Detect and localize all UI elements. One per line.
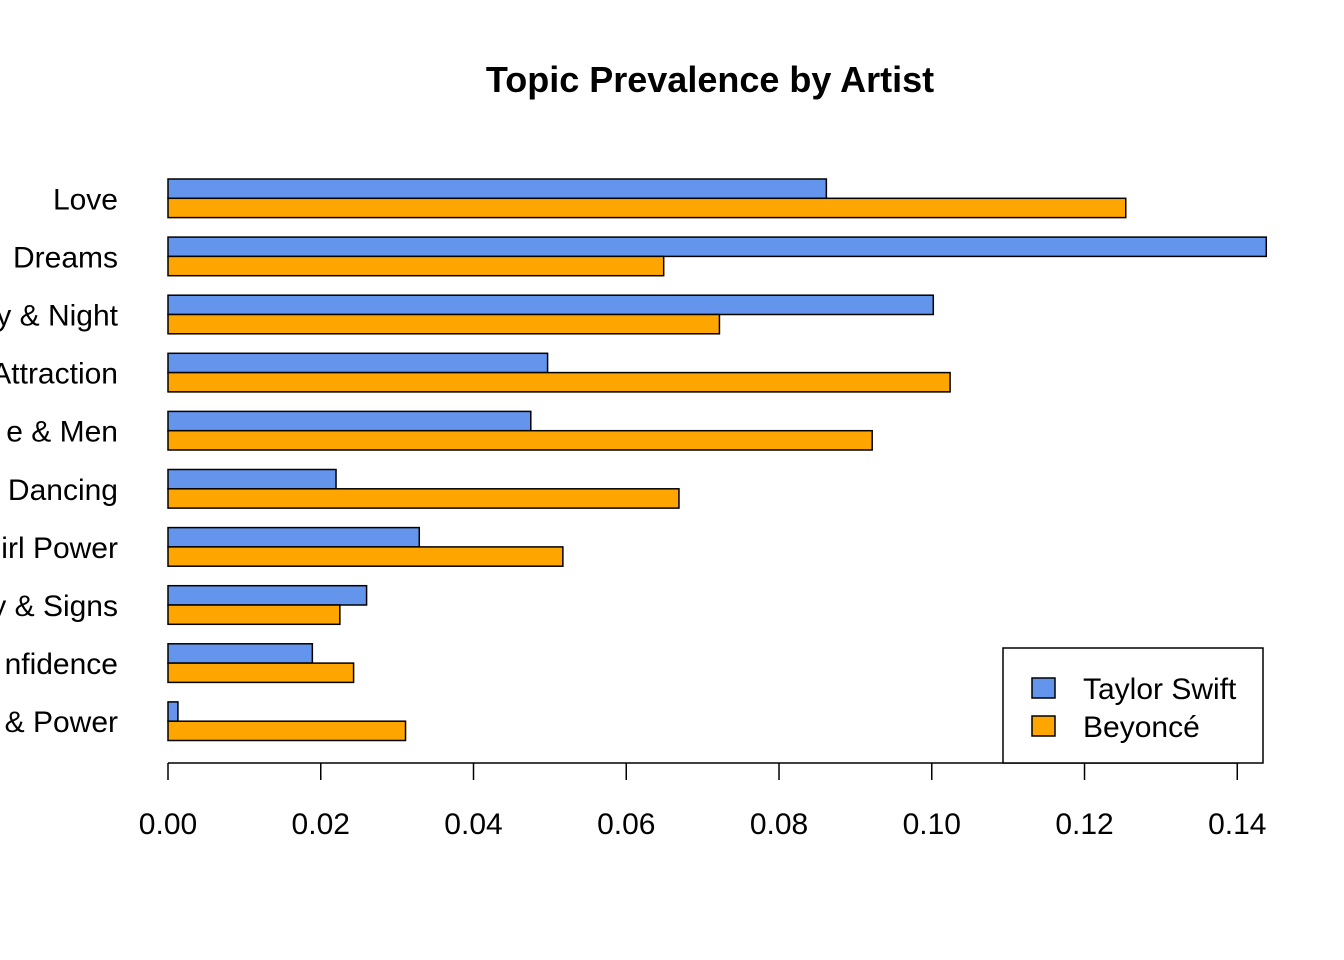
bar-taylor-swift-0 [167,178,828,200]
legend-swatch-beyonce [1031,715,1056,737]
category-label: Attraction [0,358,118,391]
chart-title: Topic Prevalence by Artist [486,59,934,100]
bar-taylor-swift-1 [167,236,1268,258]
bar-beyonce-3 [167,371,951,393]
bar-taylor-swift-6 [167,526,421,548]
bar-beyonce-5 [167,488,680,509]
category-label: nfidence [5,648,118,681]
category-label: & Power [5,706,118,739]
bar-beyonce-8 [167,662,355,684]
legend-box [1002,647,1264,764]
bar-taylor-swift-3 [167,352,549,374]
bar-beyonce-9 [167,720,407,742]
bar-taylor-swift-7 [167,584,368,606]
bar-taylor-swift-9 [167,701,179,722]
legend: Taylor Swift Beyoncé [1002,647,1264,764]
x-tick-label: 0.12 [1055,808,1113,841]
x-tick-label: 0.00 [139,808,197,841]
x-tick-label: 0.06 [597,808,655,841]
category-label: y & Signs [0,590,118,623]
bar-taylor-swift-4 [167,410,532,432]
x-tick-label: 0.02 [292,808,350,841]
category-labels: Love Dreams y & Night Attraction e & Men Danc… [0,183,119,739]
bar-beyonce-7 [167,604,341,626]
bar-taylor-swift-8 [167,643,314,664]
x-tick-label: 0.08 [750,808,808,841]
bar-taylor-swift-2 [167,294,935,316]
x-tick-label: 0.04 [444,808,502,841]
legend-label-taylor-swift: Taylor Swift [1083,673,1237,706]
bar-taylor-swift-5 [167,468,337,490]
bars-group [167,178,1268,742]
legend-label-beyonce: Beyoncé [1083,711,1200,744]
bar-beyonce-6 [167,546,564,567]
bar-beyonce-1 [167,255,665,277]
category-label: irl Power [1,532,118,565]
bar-beyonce-2 [167,313,721,335]
x-axis: 0.00 0.02 0.04 0.06 0.08 0.10 0.12 0.14 [139,762,1266,841]
category-label: Dancing [8,474,118,507]
x-tick-label: 0.14 [1208,808,1266,841]
bar-beyonce-0 [167,197,1127,219]
category-label: Love [53,183,118,216]
legend-swatch-taylor-swift [1031,677,1056,699]
category-label: y & Night [0,300,119,333]
category-label: e & Men [6,416,118,449]
x-tick-label: 0.10 [903,808,961,841]
bar-beyonce-4 [167,429,873,451]
category-label: Dreams [13,241,118,274]
